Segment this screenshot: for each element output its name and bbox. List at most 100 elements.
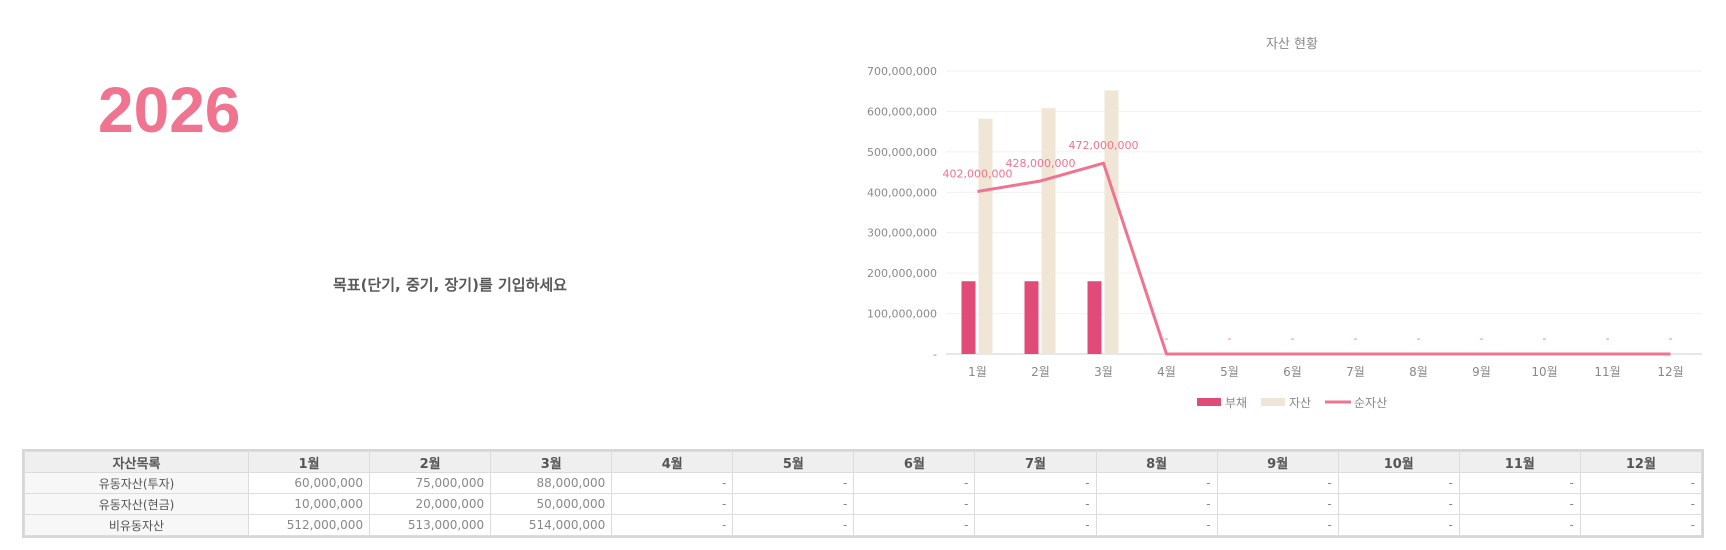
y-tick-label: 200,000,000 [867, 267, 937, 280]
table-cell[interactable]: - [1458, 493, 1581, 515]
x-tick-label: 4월 [1157, 365, 1176, 379]
table-cell[interactable]: 50,000,000 [490, 493, 613, 515]
bar-asset [978, 118, 993, 354]
data-label: - [1606, 332, 1610, 345]
table-row: 유동자산(투자) 60,000,000 75,000,000 88,000,000- -… [24, 472, 1703, 494]
table-cell[interactable]: - [853, 493, 976, 515]
table-cell[interactable]: 88,000,000 [490, 472, 613, 494]
header-month: 4월 [611, 451, 734, 473]
header-asset-list: 자산목록 [24, 451, 249, 473]
table-cell[interactable]: - [974, 514, 1097, 536]
y-tick-label: 500,000,000 [867, 146, 937, 159]
table-cell[interactable]: - [1458, 472, 1581, 494]
table-cell[interactable]: - [611, 493, 734, 515]
table-cell[interactable]: 514,000,000 [490, 514, 613, 536]
row-label: 유동자산(투자) [24, 472, 249, 494]
data-label: 472,000,000 [1069, 139, 1139, 152]
table-row: 비유동자산 512,000,000 513,000,000 514,000,000- -… [24, 514, 1703, 536]
legend-swatch-debt [1197, 398, 1221, 406]
table-cell[interactable]: - [1458, 514, 1581, 536]
x-tick-label: 7월 [1346, 365, 1365, 379]
table-header-row: 자산목록 1월 2월 3월 4월 5월 6월 7월 8월 9월 10월 11월 12월 [24, 451, 1703, 473]
bar-debt [1024, 281, 1039, 354]
chart-title: 자산 현황 [1266, 37, 1318, 52]
data-label: - [1165, 332, 1169, 345]
table-cell[interactable]: - [974, 493, 1097, 515]
data-label: - [1669, 332, 1673, 345]
header-month: 9월 [1216, 451, 1339, 473]
bar-asset [1104, 90, 1119, 355]
y-tick-label: 300,000,000 [867, 227, 937, 240]
table-cell[interactable]: - [732, 493, 855, 515]
table-cell[interactable]: - [1337, 472, 1460, 494]
asset-status-chart: 자산 현황 - 100,000,000 200,000,000 300,000,000 4… [867, 37, 1702, 410]
table-cell[interactable]: - [611, 514, 734, 536]
table-cell[interactable]: - [732, 472, 855, 494]
header-month: 12월 [1579, 451, 1703, 473]
x-tick-label: 12월 [1657, 365, 1683, 379]
table-cell[interactable]: - [611, 472, 734, 494]
header-month: 6월 [853, 451, 976, 473]
x-tick-label: 2월 [1031, 365, 1050, 379]
table-cell[interactable]: - [1095, 493, 1218, 515]
legend-label-asset: 자산 [1289, 396, 1311, 410]
table-cell[interactable]: 10,000,000 [247, 493, 371, 515]
table-cell[interactable]: - [1579, 472, 1703, 494]
table-cell[interactable]: - [1216, 493, 1339, 515]
table-cell[interactable]: - [732, 514, 855, 536]
y-tick-label: 100,000,000 [867, 308, 937, 321]
row-label: 비유동자산 [24, 514, 249, 536]
table-cell[interactable]: - [1216, 514, 1339, 536]
y-tick-label: 400,000,000 [867, 186, 937, 199]
header-month: 11월 [1458, 451, 1581, 473]
table-cell[interactable]: - [1095, 514, 1218, 536]
x-tick-label: 6월 [1283, 365, 1302, 379]
x-tick-label: 5월 [1220, 365, 1239, 379]
x-tick-label: 10월 [1531, 365, 1557, 379]
table-row: 유동자산(현금) 10,000,000 20,000,000 50,000,000- -… [24, 493, 1703, 515]
header-month: 5월 [732, 451, 855, 473]
table-cell[interactable]: 75,000,000 [369, 472, 492, 494]
data-label: - [1291, 332, 1295, 345]
data-label: - [1228, 332, 1232, 345]
x-tick-label: 8월 [1409, 365, 1428, 379]
header-month: 8월 [1095, 451, 1218, 473]
x-tick-label: 9월 [1472, 365, 1491, 379]
goal-placeholder[interactable]: 목표(단기, 중기, 장기)를 기입하세요 [333, 276, 567, 294]
bar-debt [961, 281, 976, 354]
header-month: 2월 [369, 451, 492, 473]
line-net-asset [977, 161, 1671, 356]
data-label: - [1354, 332, 1358, 345]
x-tick-label: 11월 [1594, 365, 1620, 379]
data-label: - [1543, 332, 1547, 345]
header-month: 10월 [1337, 451, 1460, 473]
table-cell[interactable]: - [1337, 514, 1460, 536]
data-label: 402,000,000 [943, 167, 1013, 180]
y-tick-label: 700,000,000 [867, 65, 937, 78]
table-cell[interactable]: 20,000,000 [369, 493, 492, 515]
table-cell[interactable]: - [1579, 493, 1703, 515]
x-tick-label: 1월 [968, 365, 987, 379]
bar-asset [1041, 108, 1056, 355]
asset-table: 자산목록 1월 2월 3월 4월 5월 6월 7월 8월 9월 10월 11월 12월 유동자산(투자)… [22, 449, 1704, 538]
table-cell[interactable]: - [853, 472, 976, 494]
table-cell[interactable]: - [1216, 472, 1339, 494]
table-cell[interactable]: 512,000,000 [247, 514, 371, 536]
legend-label-debt: 부채 [1225, 396, 1247, 410]
x-tick-label: 3월 [1094, 365, 1113, 379]
year-title: 2026 [98, 74, 241, 146]
data-label: - [1417, 332, 1421, 345]
table-cell[interactable]: 60,000,000 [247, 472, 371, 494]
y-tick-label: 600,000,000 [867, 105, 937, 118]
table-cell[interactable]: - [974, 472, 1097, 494]
y-tick-label: - [933, 348, 937, 361]
table-cell[interactable]: - [1579, 514, 1703, 536]
header-month: 1월 [247, 451, 371, 473]
table-cell[interactable]: - [1095, 472, 1218, 494]
table-cell[interactable]: - [1337, 493, 1460, 515]
bar-debt [1087, 281, 1102, 354]
data-label: 428,000,000 [1006, 157, 1076, 170]
table-cell[interactable]: - [853, 514, 976, 536]
legend-swatch-asset [1261, 398, 1285, 406]
table-cell[interactable]: 513,000,000 [369, 514, 492, 536]
